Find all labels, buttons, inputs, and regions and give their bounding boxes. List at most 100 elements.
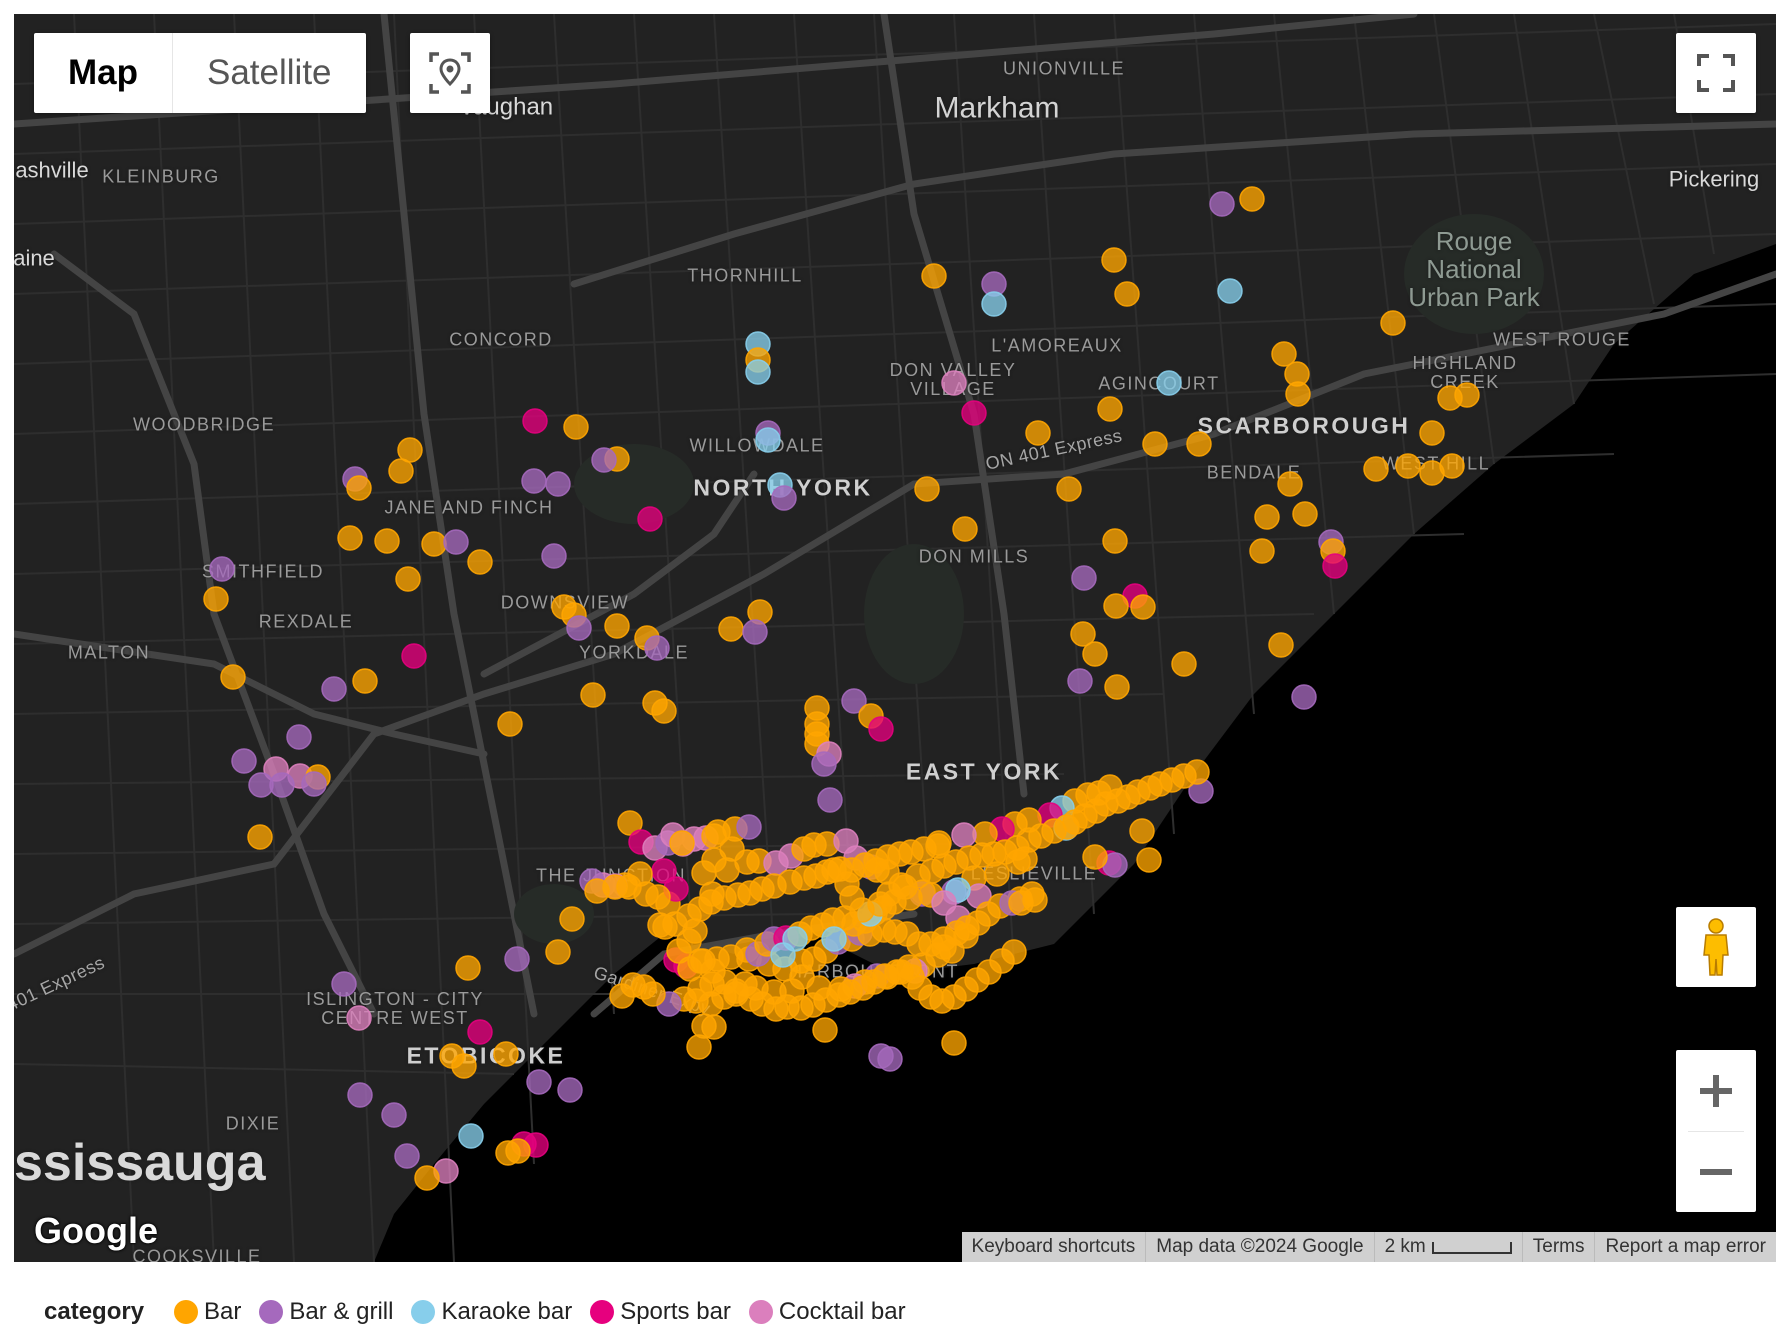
map-marker[interactable] — [1380, 310, 1406, 336]
fullscreen-button[interactable] — [1676, 33, 1756, 113]
map-marker[interactable] — [941, 370, 967, 396]
map-marker[interactable] — [941, 1030, 967, 1056]
map-marker[interactable] — [467, 1019, 493, 1045]
map-marker[interactable] — [591, 447, 617, 473]
map-marker[interactable] — [1067, 668, 1093, 694]
map-marker[interactable] — [736, 814, 762, 840]
map-marker[interactable] — [1142, 431, 1168, 457]
map-marker[interactable] — [877, 1046, 903, 1072]
map-marker[interactable] — [352, 668, 378, 694]
zoom-out-button[interactable] — [1676, 1132, 1756, 1212]
map-marker[interactable] — [604, 613, 630, 639]
map-marker[interactable] — [541, 543, 567, 569]
map-marker[interactable] — [1001, 939, 1027, 965]
map-marker[interactable] — [347, 1082, 373, 1108]
map-marker[interactable] — [1136, 847, 1162, 873]
map-marker[interactable] — [1292, 501, 1318, 527]
map-marker[interactable] — [677, 956, 703, 982]
map-marker[interactable] — [269, 772, 295, 798]
map-marker[interactable] — [526, 1069, 552, 1095]
map-marker[interactable] — [686, 1034, 712, 1060]
map-marker[interactable] — [557, 1077, 583, 1103]
map-marker[interactable] — [395, 566, 421, 592]
map-marker[interactable] — [701, 1014, 727, 1040]
map-marker[interactable] — [522, 408, 548, 434]
map-marker[interactable] — [1104, 674, 1130, 700]
map-marker[interactable] — [1025, 420, 1051, 446]
terms-link[interactable]: Terms — [1521, 1232, 1595, 1262]
map-marker[interactable] — [563, 414, 589, 440]
map-marker[interactable] — [609, 983, 635, 1009]
map-marker[interactable] — [209, 556, 235, 582]
map-marker[interactable] — [1322, 553, 1348, 579]
map-marker[interactable] — [1254, 504, 1280, 530]
map-marker[interactable] — [1184, 759, 1210, 785]
map-marker[interactable] — [1103, 593, 1129, 619]
map-marker[interactable] — [220, 664, 246, 690]
zoom-in-button[interactable] — [1676, 1051, 1756, 1131]
map-marker[interactable] — [346, 1005, 372, 1031]
map-marker[interactable] — [651, 698, 677, 724]
map-marker[interactable] — [921, 263, 947, 289]
map-marker[interactable] — [718, 616, 744, 642]
map-marker[interactable] — [644, 635, 670, 661]
map-marker[interactable] — [952, 516, 978, 542]
map-marker[interactable] — [817, 787, 843, 813]
map-marker[interactable] — [1395, 453, 1421, 479]
map-marker[interactable] — [1056, 476, 1082, 502]
map-marker[interactable] — [782, 926, 808, 952]
map-marker[interactable] — [771, 485, 797, 511]
map-marker[interactable] — [566, 615, 592, 641]
map-marker[interactable] — [504, 946, 530, 972]
map-marker[interactable] — [742, 619, 768, 645]
map-marker[interactable] — [1129, 818, 1155, 844]
map-marker[interactable] — [1285, 381, 1311, 407]
map-marker[interactable] — [647, 912, 673, 938]
map-canvas[interactable]: UNIONVILLE Vaughan Markham ashville KLEI… — [14, 14, 1776, 1262]
map-marker[interactable] — [961, 400, 987, 426]
map-marker[interactable] — [458, 1123, 484, 1149]
map-marker[interactable] — [497, 711, 523, 737]
map-marker[interactable] — [493, 1041, 519, 1067]
map-marker[interactable] — [821, 926, 847, 952]
map-marker[interactable] — [1171, 651, 1197, 677]
map-marker[interactable] — [745, 359, 771, 385]
street-view-button[interactable] — [1676, 907, 1756, 987]
map-marker[interactable] — [401, 643, 427, 669]
map-marker[interactable] — [414, 1165, 440, 1191]
map-marker[interactable] — [1156, 370, 1182, 396]
map-marker[interactable] — [1082, 641, 1108, 667]
map-marker[interactable] — [1071, 565, 1097, 591]
map-marker[interactable] — [231, 748, 257, 774]
map-marker[interactable] — [981, 291, 1007, 317]
map-marker[interactable] — [1070, 621, 1096, 647]
map-marker[interactable] — [1277, 471, 1303, 497]
keyboard-shortcuts-link[interactable]: Keyboard shortcuts — [971, 1236, 1136, 1257]
report-map-error-link[interactable]: Report a map error — [1594, 1232, 1776, 1262]
map-marker[interactable] — [301, 771, 327, 797]
map-marker[interactable] — [868, 716, 894, 742]
map-marker[interactable] — [1097, 396, 1123, 422]
map-marker[interactable] — [812, 1017, 838, 1043]
map-marker[interactable] — [421, 531, 447, 557]
map-marker[interactable] — [811, 751, 837, 777]
map-marker[interactable] — [1291, 684, 1317, 710]
map-marker[interactable] — [331, 971, 357, 997]
map-marker[interactable] — [1419, 420, 1445, 446]
map-marker[interactable] — [1022, 887, 1048, 913]
map-marker[interactable] — [321, 676, 347, 702]
map-marker[interactable] — [374, 528, 400, 554]
map-marker[interactable] — [286, 724, 312, 750]
map-marker[interactable] — [1239, 186, 1265, 212]
map-marker[interactable] — [545, 471, 571, 497]
scale-control[interactable]: 2 km — [1373, 1232, 1522, 1262]
map-marker[interactable] — [1209, 191, 1235, 217]
map-type-satellite-button[interactable]: Satellite — [207, 53, 332, 92]
map-marker[interactable] — [669, 830, 695, 856]
map-marker[interactable] — [617, 810, 643, 836]
map-marker[interactable] — [1271, 341, 1297, 367]
map-marker[interactable] — [1082, 844, 1108, 870]
map-marker[interactable] — [584, 878, 610, 904]
map-marker[interactable] — [699, 971, 725, 997]
map-marker[interactable] — [1101, 247, 1127, 273]
